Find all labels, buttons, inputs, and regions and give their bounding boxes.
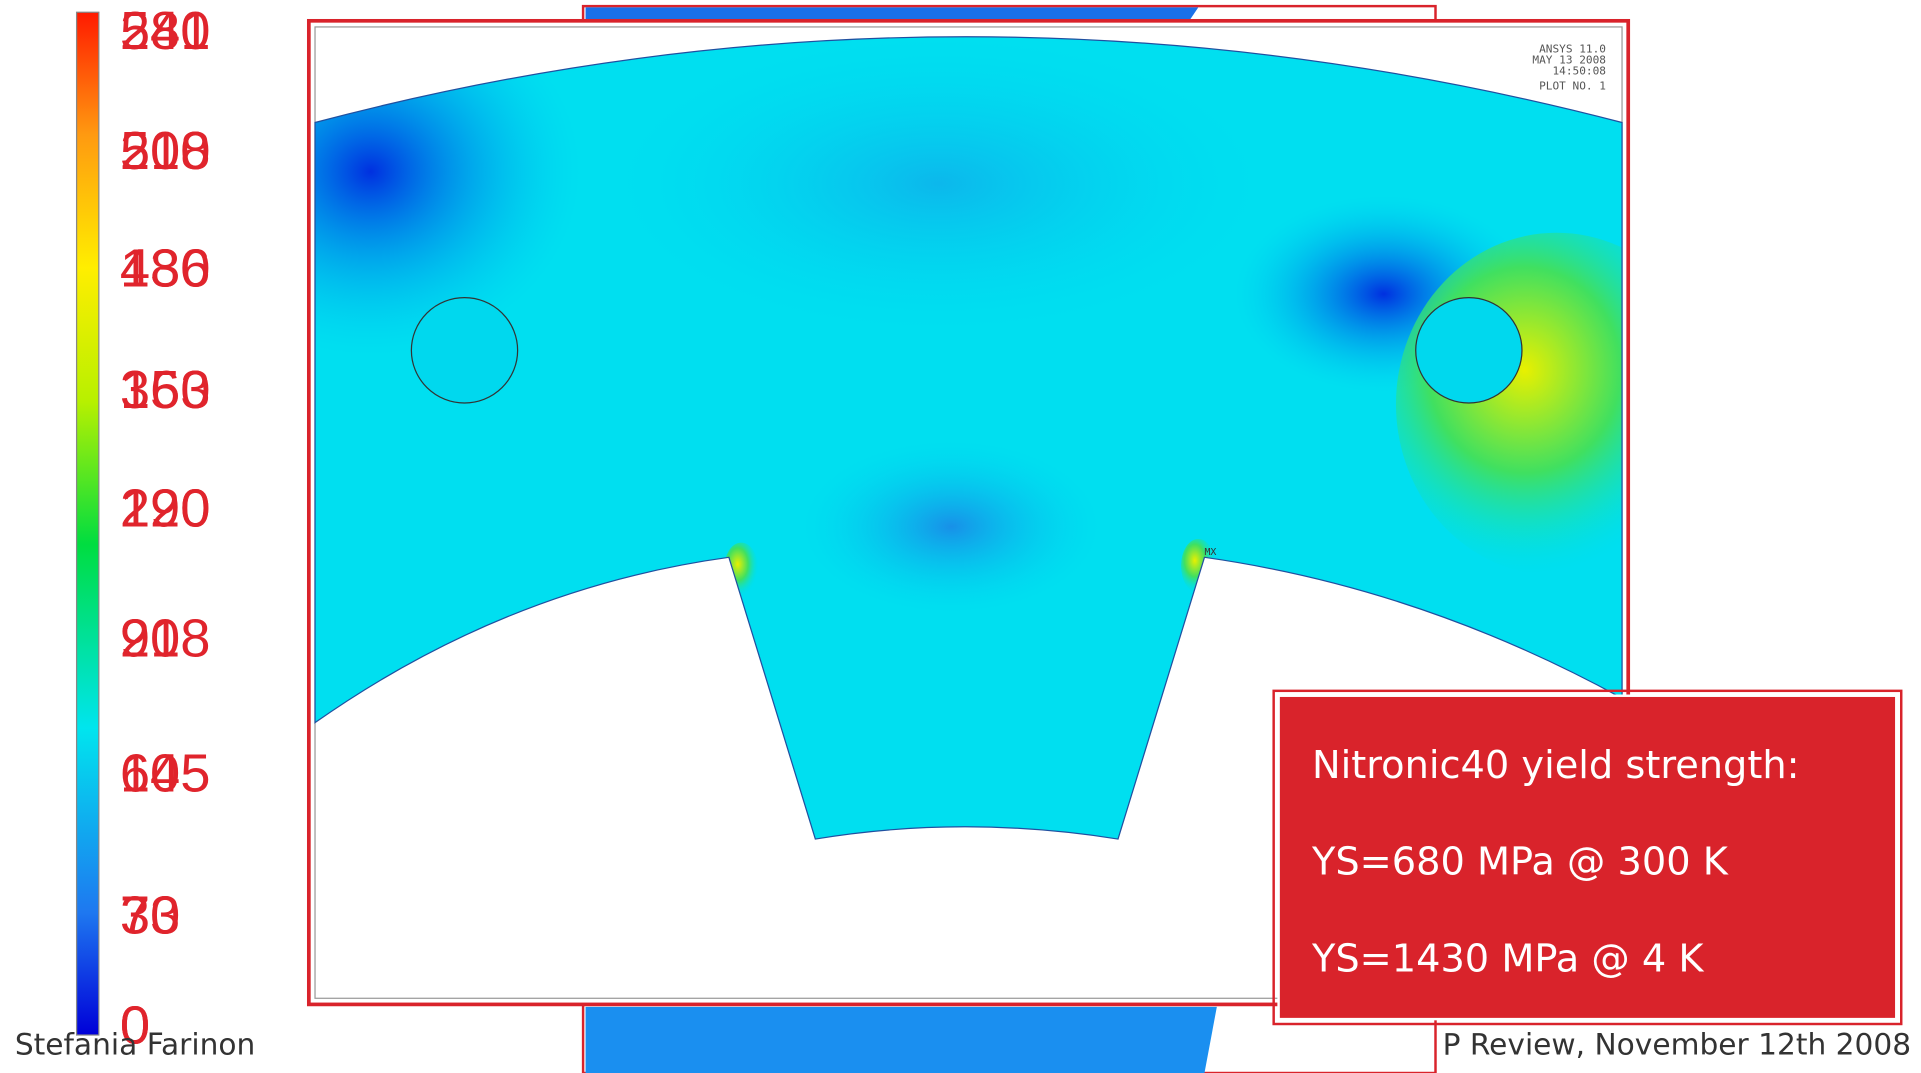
colorbar-label: 290 bbox=[120, 479, 211, 539]
colorbar-label: 145 bbox=[120, 743, 211, 803]
colorbar-label: 30 bbox=[120, 886, 180, 946]
info-text: Nitronic40 yield strength: bbox=[1312, 743, 1800, 787]
back-fill bbox=[585, 7, 1199, 23]
plot-header: ANSYS 11.0 bbox=[1539, 43, 1606, 56]
colorbar-label: 150 bbox=[120, 360, 211, 420]
info-text: YS=1430 MPa @ 4 K bbox=[1311, 936, 1705, 980]
info-box bbox=[1277, 694, 1898, 1021]
hole bbox=[1415, 297, 1523, 404]
colorbar-label: 73 bbox=[120, 886, 180, 946]
colorbar-label: 436 bbox=[120, 239, 211, 299]
footer-event: P Review, November 12th 2008 bbox=[1443, 1028, 1911, 1062]
colorbar-label: 90 bbox=[120, 609, 180, 669]
colorbar-label: 581 bbox=[120, 1, 211, 61]
colorbar-label: 0 bbox=[120, 996, 150, 1056]
colorbar-label: 180 bbox=[120, 239, 211, 299]
footer-author: Stefania Farinon bbox=[15, 1028, 256, 1062]
plot-marker: MX bbox=[1204, 547, 1216, 558]
plot-header: MAY 13 2008 bbox=[1532, 54, 1606, 67]
colorbar-label: 120 bbox=[120, 479, 211, 539]
colorbar-labels: 581 508 436 363 290 218 145 73 0 240 210 180 150 120 9… bbox=[120, 1, 211, 1055]
colorbar bbox=[75, 11, 100, 1036]
back-fill bbox=[585, 1006, 1217, 1073]
hole bbox=[410, 297, 519, 404]
colorbar-label: 0 bbox=[120, 996, 150, 1056]
colorbar-label: 508 bbox=[120, 121, 211, 181]
info-box-border bbox=[1272, 689, 1903, 1026]
part-outline bbox=[314, 36, 1623, 840]
colorbar-label: 218 bbox=[120, 609, 211, 669]
colorbar-label: 210 bbox=[120, 121, 211, 181]
plot-header: 14:50:08 bbox=[1552, 65, 1606, 78]
colorbar-label: 240 bbox=[120, 1, 211, 61]
colorbar-label: 60 bbox=[120, 743, 180, 803]
plot-header: PLOT NO. 1 bbox=[1539, 79, 1606, 92]
colorbar-label: 363 bbox=[120, 360, 211, 420]
info-text: YS=680 MPa @ 300 K bbox=[1311, 840, 1729, 884]
